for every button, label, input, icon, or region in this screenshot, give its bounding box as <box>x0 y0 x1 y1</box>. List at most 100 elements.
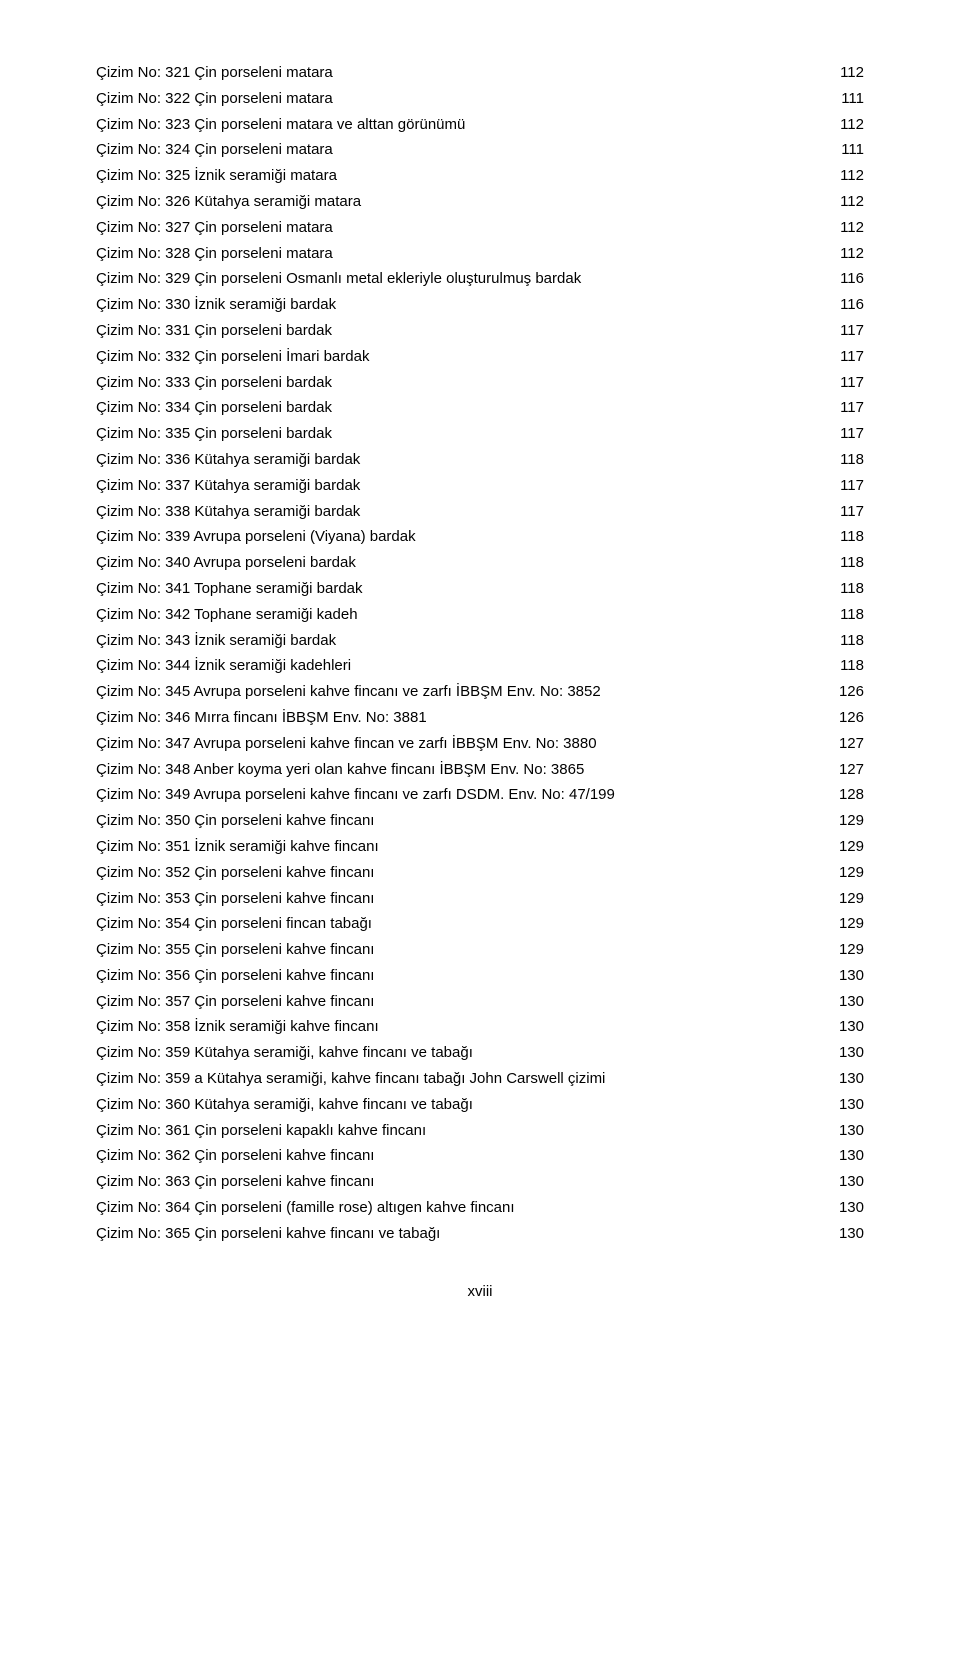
toc-entry-page: 130 <box>826 1014 864 1040</box>
toc-entry: Çizim No: 357 Çin porseleni kahve fincan… <box>96 989 864 1015</box>
toc-entry-label: Çizim No: 321 Çin porseleni matara <box>96 60 333 86</box>
toc-entry-label: Çizim No: 340 Avrupa porseleni bardak <box>96 550 356 576</box>
toc-entry-label: Çizim No: 362 Çin porseleni kahve fincan… <box>96 1143 374 1169</box>
toc-entry-page: 130 <box>826 1040 864 1066</box>
toc-entry: Çizim No: 352 Çin porseleni kahve fincan… <box>96 860 864 886</box>
toc-entry-label: Çizim No: 344 İznik seramiği kadehleri <box>96 653 351 679</box>
toc-entry: Çizim No: 354 Çin porseleni fincan tabağ… <box>96 911 864 937</box>
toc-entry-page: 117 <box>826 421 864 447</box>
toc-entry-page: 126 <box>826 679 864 705</box>
toc-entry: Çizim No: 363 Çin porseleni kahve fincan… <box>96 1169 864 1195</box>
toc-entry-label: Çizim No: 335 Çin porseleni bardak <box>96 421 332 447</box>
toc-entry: Çizim No: 351 İznik seramiği kahve finca… <box>96 834 864 860</box>
toc-entry: Çizim No: 360 Kütahya seramiği, kahve fi… <box>96 1092 864 1118</box>
toc-entry-label: Çizim No: 330 İznik seramiği bardak <box>96 292 336 318</box>
toc-entry-label: Çizim No: 358 İznik seramiği kahve finca… <box>96 1014 379 1040</box>
toc-entry: Çizim No: 334 Çin porseleni bardak117 <box>96 395 864 421</box>
toc-entry-page: 117 <box>826 344 864 370</box>
toc-entry-label: Çizim No: 364 Çin porseleni (famille ros… <box>96 1195 515 1221</box>
toc-entry: Çizim No: 323 Çin porseleni matara ve al… <box>96 112 864 138</box>
toc-entry: Çizim No: 331 Çin porseleni bardak 117 <box>96 318 864 344</box>
toc-entry-label: Çizim No: 327 Çin porseleni matara <box>96 215 333 241</box>
toc-entry-page: 118 <box>826 524 864 550</box>
toc-entry-label: Çizim No: 352 Çin porseleni kahve fincan… <box>96 860 374 886</box>
page-number: xviii <box>96 1283 864 1300</box>
toc-entry: Çizim No: 356 Çin porseleni kahve fincan… <box>96 963 864 989</box>
toc-entry-label: Çizim No: 365 Çin porseleni kahve fincan… <box>96 1221 440 1247</box>
toc-entry: Çizim No: 364 Çin porseleni (famille ros… <box>96 1195 864 1221</box>
toc-entry: Çizim No: 348 Anber koyma yeri olan kahv… <box>96 757 864 783</box>
toc-entry-label: Çizim No: 359 a Kütahya seramiği, kahve … <box>96 1066 605 1092</box>
toc-entry-label: Çizim No: 328 Çin porseleni matara <box>96 241 333 267</box>
toc-entry-label: Çizim No: 336 Kütahya seramiği bardak <box>96 447 360 473</box>
toc-entry-label: Çizim No: 331 Çin porseleni bardak <box>96 318 332 344</box>
toc-entry: Çizim No: 322 Çin porseleni matara 111 <box>96 86 864 112</box>
toc-entry: Çizim No: 330 İznik seramiği bardak116 <box>96 292 864 318</box>
toc-entry-page: 117 <box>826 499 864 525</box>
toc-entry-label: Çizim No: 356 Çin porseleni kahve fincan… <box>96 963 374 989</box>
toc-entry: Çizim No: 353 Çin porseleni kahve fincan… <box>96 886 864 912</box>
toc-entry-page: 129 <box>826 911 864 937</box>
toc-entry-page: 112 <box>826 241 864 267</box>
toc-entry-page: 118 <box>826 576 864 602</box>
toc-entry-page: 130 <box>826 1066 864 1092</box>
toc-entry: Çizim No: 340 Avrupa porseleni bardak 118 <box>96 550 864 576</box>
toc-entry-page: 126 <box>826 705 864 731</box>
toc-entry-label: Çizim No: 363 Çin porseleni kahve fincan… <box>96 1169 374 1195</box>
toc-entry-label: Çizim No: 326 Kütahya seramiği matara <box>96 189 361 215</box>
toc-entry-label: Çizim No: 360 Kütahya seramiği, kahve fi… <box>96 1092 473 1118</box>
toc-entry-page: 111 <box>826 137 864 163</box>
toc-entry: Çizim No: 326 Kütahya seramiği matara 112 <box>96 189 864 215</box>
toc-entry-label: Çizim No: 361 Çin porseleni kapaklı kahv… <box>96 1118 426 1144</box>
toc-entry-page: 112 <box>826 163 864 189</box>
toc-list: Çizim No: 321 Çin porseleni matara112Çiz… <box>96 60 864 1247</box>
toc-entry: Çizim No: 329 Çin porseleni Osmanlı meta… <box>96 266 864 292</box>
toc-entry-page: 127 <box>826 731 864 757</box>
toc-entry-label: Çizim No: 346 Mırra fincanı İBBŞM Env. N… <box>96 705 427 731</box>
toc-entry-page: 112 <box>826 189 864 215</box>
toc-entry: Çizim No: 333 Çin porseleni bardak117 <box>96 370 864 396</box>
toc-entry: Çizim No: 362 Çin porseleni kahve fincan… <box>96 1143 864 1169</box>
toc-entry-page: 117 <box>826 318 864 344</box>
toc-entry: Çizim No: 359 a Kütahya seramiği, kahve … <box>96 1066 864 1092</box>
toc-entry: Çizim No: 336 Kütahya seramiği bardak 118 <box>96 447 864 473</box>
toc-entry-page: 111 <box>826 86 864 112</box>
toc-entry-label: Çizim No: 337 Kütahya seramiği bardak <box>96 473 360 499</box>
toc-entry: Çizim No: 350 Çin porseleni kahve fincan… <box>96 808 864 834</box>
toc-entry-label: Çizim No: 323 Çin porseleni matara ve al… <box>96 112 465 138</box>
toc-entry-label: Çizim No: 322 Çin porseleni matara <box>96 86 333 112</box>
toc-entry: Çizim No: 355 Çin porseleni kahve fincan… <box>96 937 864 963</box>
toc-entry-label: Çizim No: 355 Çin porseleni kahve fincan… <box>96 937 374 963</box>
toc-entry: Çizim No: 349 Avrupa porseleni kahve fin… <box>96 782 864 808</box>
toc-entry: Çizim No: 365 Çin porseleni kahve fincan… <box>96 1221 864 1247</box>
toc-entry: Çizim No: 332 Çin porseleni İmari bardak… <box>96 344 864 370</box>
toc-entry-label: Çizim No: 353 Çin porseleni kahve fincan… <box>96 886 374 912</box>
toc-entry-page: 118 <box>826 447 864 473</box>
toc-entry-label: Çizim No: 338 Kütahya seramiği bardak <box>96 499 360 525</box>
toc-entry-page: 127 <box>826 757 864 783</box>
toc-entry-label: Çizim No: 334 Çin porseleni bardak <box>96 395 332 421</box>
toc-entry: Çizim No: 341 Tophane seramiği bardak 118 <box>96 576 864 602</box>
toc-entry: Çizim No: 345 Avrupa porseleni kahve fin… <box>96 679 864 705</box>
toc-entry-page: 129 <box>826 860 864 886</box>
toc-entry-page: 117 <box>826 473 864 499</box>
toc-entry-label: Çizim No: 341 Tophane seramiği bardak <box>96 576 363 602</box>
toc-entry-page: 129 <box>826 834 864 860</box>
toc-entry-label: Çizim No: 333 Çin porseleni bardak <box>96 370 332 396</box>
toc-entry-label: Çizim No: 351 İznik seramiği kahve finca… <box>96 834 379 860</box>
toc-entry: Çizim No: 321 Çin porseleni matara112 <box>96 60 864 86</box>
toc-entry-page: 116 <box>826 266 864 292</box>
toc-entry-page: 130 <box>826 963 864 989</box>
toc-entry-label: Çizim No: 349 Avrupa porseleni kahve fin… <box>96 782 615 808</box>
toc-entry-page: 129 <box>826 808 864 834</box>
toc-entry-label: Çizim No: 359 Kütahya seramiği, kahve fi… <box>96 1040 473 1066</box>
toc-entry: Çizim No: 324 Çin porseleni matara111 <box>96 137 864 163</box>
toc-entry-page: 118 <box>826 628 864 654</box>
toc-entry: Çizim No: 328 Çin porseleni matara 112 <box>96 241 864 267</box>
toc-entry-label: Çizim No: 343 İznik seramiği bardak <box>96 628 336 654</box>
toc-entry-label: Çizim No: 348 Anber koyma yeri olan kahv… <box>96 757 584 783</box>
toc-entry-page: 130 <box>826 1092 864 1118</box>
toc-entry-page: 112 <box>826 215 864 241</box>
toc-entry-label: Çizim No: 354 Çin porseleni fincan tabağ… <box>96 911 372 937</box>
toc-entry-page: 118 <box>826 550 864 576</box>
